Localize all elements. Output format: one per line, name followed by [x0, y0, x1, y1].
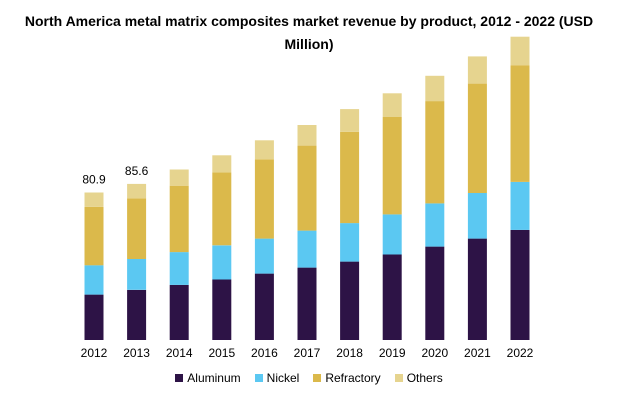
bar-others-2014	[169, 169, 189, 186]
legend-item-nickel: Nickel	[254, 371, 300, 385]
bar-refractory-2013	[127, 198, 147, 259]
legend-label-refractory: Refractory	[325, 371, 381, 385]
x-tick-label-2019: 2019	[379, 346, 406, 360]
bar-refractory-2020	[425, 101, 445, 204]
bar-others-2012	[84, 192, 104, 207]
bar-others-2022	[510, 36, 530, 66]
bar-refractory-2021	[467, 83, 487, 193]
legend-label-aluminum: Aluminum	[187, 371, 241, 385]
bar-nickel-2015	[212, 245, 232, 280]
legend-swatch-nickel	[254, 374, 263, 382]
bar-nickel-2020	[425, 203, 445, 247]
bar-refractory-2012	[84, 206, 104, 266]
bar-nickel-2016	[254, 238, 274, 274]
bar-refractory-2015	[212, 172, 232, 246]
x-tick-label-2016: 2016	[251, 346, 278, 360]
bar-aluminum-2017	[297, 267, 317, 340]
x-tick-label-2020: 2020	[421, 346, 448, 360]
legend-swatch-aluminum	[175, 374, 184, 382]
bar-aluminum-2013	[127, 289, 147, 340]
data-labels: 80.9 85.6	[82, 164, 148, 187]
bar-aluminum-2021	[467, 238, 487, 340]
bars-group	[84, 36, 530, 340]
data-label-2012: 80.9	[82, 173, 106, 187]
bar-refractory-2018	[340, 131, 360, 224]
bar-refractory-2014	[169, 185, 189, 253]
x-tick-label-2013: 2013	[123, 346, 150, 360]
bar-aluminum-2022	[510, 229, 530, 340]
bar-aluminum-2015	[212, 279, 232, 340]
legend-item-aluminum: Aluminum	[175, 371, 241, 385]
legend-item-others: Others	[394, 371, 443, 385]
bar-aluminum-2014	[169, 284, 189, 340]
bar-nickel-2017	[297, 230, 317, 268]
x-axis-ticks: 2012 2013 2014 2015 2016 2017 2018 2019 2020 2021…	[81, 346, 534, 360]
legend-swatch-refractory	[313, 374, 322, 382]
bar-aluminum-2020	[425, 246, 445, 340]
data-label-2013: 85.6	[125, 164, 149, 178]
bar-others-2016	[254, 140, 274, 160]
bar-aluminum-2018	[340, 261, 360, 340]
bar-nickel-2013	[127, 259, 147, 290]
bar-refractory-2019	[382, 117, 402, 215]
bar-others-2013	[127, 183, 147, 199]
x-tick-label-2012: 2012	[81, 346, 108, 360]
legend-label-others: Others	[406, 371, 443, 385]
x-tick-label-2014: 2014	[166, 346, 193, 360]
legend-item-refractory: Refractory	[313, 371, 381, 385]
bar-nickel-2014	[169, 252, 189, 285]
bar-others-2017	[297, 125, 317, 146]
bar-nickel-2019	[382, 214, 402, 255]
bar-others-2021	[467, 56, 487, 84]
bar-others-2020	[425, 75, 445, 102]
bar-others-2019	[382, 93, 402, 117]
chart-title: North America metal matrix composites ma…	[24, 13, 594, 52]
bar-nickel-2021	[467, 193, 487, 239]
bar-aluminum-2016	[254, 273, 274, 340]
bar-others-2015	[212, 155, 232, 173]
bar-aluminum-2019	[382, 254, 402, 340]
bar-refractory-2017	[297, 145, 317, 231]
x-tick-label-2015: 2015	[208, 346, 235, 360]
x-tick-label-2022: 2022	[507, 346, 534, 360]
bar-others-2018	[340, 109, 360, 132]
bar-nickel-2018	[340, 223, 360, 262]
bar-aluminum-2012	[84, 294, 104, 340]
bar-refractory-2022	[510, 65, 530, 182]
x-tick-label-2021: 2021	[464, 346, 491, 360]
legend-swatch-others	[394, 374, 403, 382]
x-tick-label-2018: 2018	[336, 346, 363, 360]
bar-nickel-2012	[84, 265, 104, 295]
legend: Aluminum Nickel Refractory Others	[0, 371, 618, 385]
x-tick-label-2017: 2017	[294, 346, 321, 360]
bar-nickel-2022	[510, 181, 530, 230]
legend-label-nickel: Nickel	[266, 371, 300, 385]
bar-refractory-2016	[254, 159, 274, 239]
